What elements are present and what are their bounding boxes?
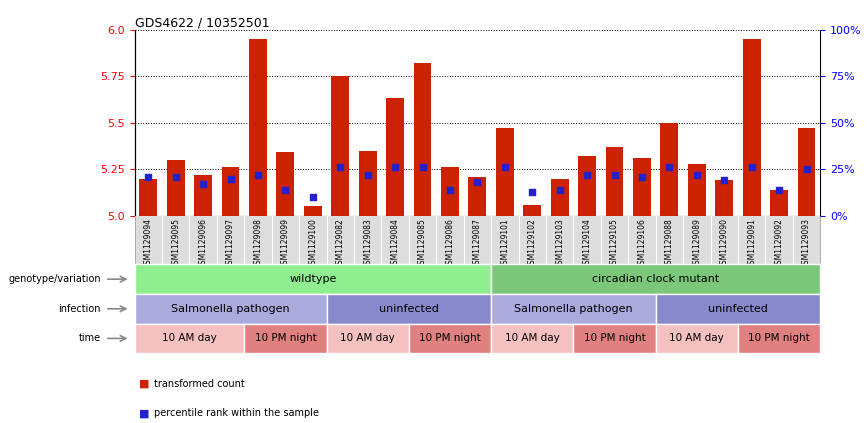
Point: [251, 171, 265, 178]
Point: [443, 186, 457, 193]
Point: [525, 188, 539, 195]
Text: percentile rank within the sample: percentile rank within the sample: [154, 408, 319, 418]
Text: 10 PM night: 10 PM night: [748, 333, 810, 343]
Bar: [770, 190, 788, 216]
Text: genotype/variation: genotype/variation: [9, 274, 101, 284]
Point: [141, 173, 155, 180]
Text: 10 AM day: 10 AM day: [505, 333, 560, 343]
Bar: [249, 39, 266, 216]
Point: [662, 164, 676, 171]
Text: 10 AM day: 10 AM day: [340, 333, 395, 343]
Text: GSM1129105: GSM1129105: [610, 218, 619, 269]
Text: GSM1129086: GSM1129086: [445, 218, 455, 269]
Text: GSM1129085: GSM1129085: [418, 218, 427, 269]
Bar: [798, 128, 815, 216]
Text: GSM1129101: GSM1129101: [500, 218, 510, 269]
Text: GDS4622 / 10352501: GDS4622 / 10352501: [135, 17, 269, 30]
Point: [773, 186, 786, 193]
Bar: [304, 206, 322, 216]
Bar: [496, 128, 514, 216]
Bar: [688, 164, 706, 216]
Bar: [523, 205, 541, 216]
Point: [333, 164, 347, 171]
Bar: [194, 175, 212, 216]
Point: [416, 164, 430, 171]
Point: [608, 171, 621, 178]
Point: [799, 166, 813, 173]
Text: infection: infection: [58, 304, 101, 314]
Bar: [358, 151, 377, 216]
Text: GSM1129082: GSM1129082: [336, 218, 345, 269]
Text: GSM1129095: GSM1129095: [171, 218, 181, 269]
Text: circadian clock mutant: circadian clock mutant: [592, 274, 720, 284]
Text: GSM1129097: GSM1129097: [226, 218, 235, 269]
Text: GSM1129087: GSM1129087: [473, 218, 482, 269]
Bar: [221, 168, 240, 216]
Point: [470, 179, 484, 186]
Text: time: time: [79, 333, 101, 343]
Bar: [578, 156, 596, 216]
Bar: [606, 147, 623, 216]
Text: GSM1129083: GSM1129083: [363, 218, 372, 269]
Text: transformed count: transformed count: [154, 379, 245, 389]
Point: [717, 177, 731, 184]
Text: GSM1129093: GSM1129093: [802, 218, 811, 269]
Text: GSM1129100: GSM1129100: [308, 218, 318, 269]
Text: GSM1129099: GSM1129099: [281, 218, 290, 269]
Bar: [386, 99, 404, 216]
Text: GSM1129102: GSM1129102: [528, 218, 536, 269]
Text: GSM1129104: GSM1129104: [582, 218, 592, 269]
Text: GSM1129092: GSM1129092: [774, 218, 784, 269]
Bar: [140, 179, 157, 216]
Point: [498, 164, 512, 171]
Bar: [469, 177, 486, 216]
Text: GSM1129098: GSM1129098: [253, 218, 262, 269]
Point: [690, 171, 704, 178]
Text: 10 AM day: 10 AM day: [162, 333, 217, 343]
Text: GSM1129106: GSM1129106: [637, 218, 647, 269]
Bar: [167, 160, 185, 216]
Bar: [441, 168, 459, 216]
Point: [168, 173, 182, 180]
Text: 10 PM night: 10 PM night: [419, 333, 481, 343]
Bar: [633, 158, 651, 216]
Bar: [661, 123, 678, 216]
Point: [388, 164, 402, 171]
Text: GSM1129090: GSM1129090: [720, 218, 729, 269]
Bar: [414, 63, 431, 216]
Text: GSM1129096: GSM1129096: [199, 218, 207, 269]
Bar: [743, 39, 760, 216]
Point: [745, 164, 759, 171]
Bar: [332, 76, 349, 216]
Point: [306, 194, 319, 201]
Point: [196, 181, 210, 187]
Point: [580, 171, 594, 178]
Bar: [277, 152, 294, 216]
Text: ■: ■: [139, 379, 149, 389]
Point: [361, 171, 375, 178]
Text: 10 PM night: 10 PM night: [254, 333, 316, 343]
Text: uninfected: uninfected: [708, 304, 768, 314]
Text: GSM1129091: GSM1129091: [747, 218, 756, 269]
Text: wildtype: wildtype: [289, 274, 337, 284]
Text: GSM1129094: GSM1129094: [144, 218, 153, 269]
Text: Salmonella pathogen: Salmonella pathogen: [171, 304, 290, 314]
Text: GSM1129088: GSM1129088: [665, 218, 674, 269]
Point: [279, 186, 293, 193]
Bar: [551, 179, 569, 216]
Point: [224, 175, 238, 182]
Text: 10 AM day: 10 AM day: [669, 333, 724, 343]
Text: ■: ■: [139, 408, 149, 418]
Text: GSM1129103: GSM1129103: [556, 218, 564, 269]
Bar: [715, 180, 733, 216]
Text: Salmonella pathogen: Salmonella pathogen: [514, 304, 633, 314]
Text: GSM1129084: GSM1129084: [391, 218, 399, 269]
Point: [553, 186, 567, 193]
Text: uninfected: uninfected: [379, 304, 438, 314]
Text: 10 PM night: 10 PM night: [583, 333, 646, 343]
Point: [635, 173, 649, 180]
Text: GSM1129089: GSM1129089: [693, 218, 701, 269]
